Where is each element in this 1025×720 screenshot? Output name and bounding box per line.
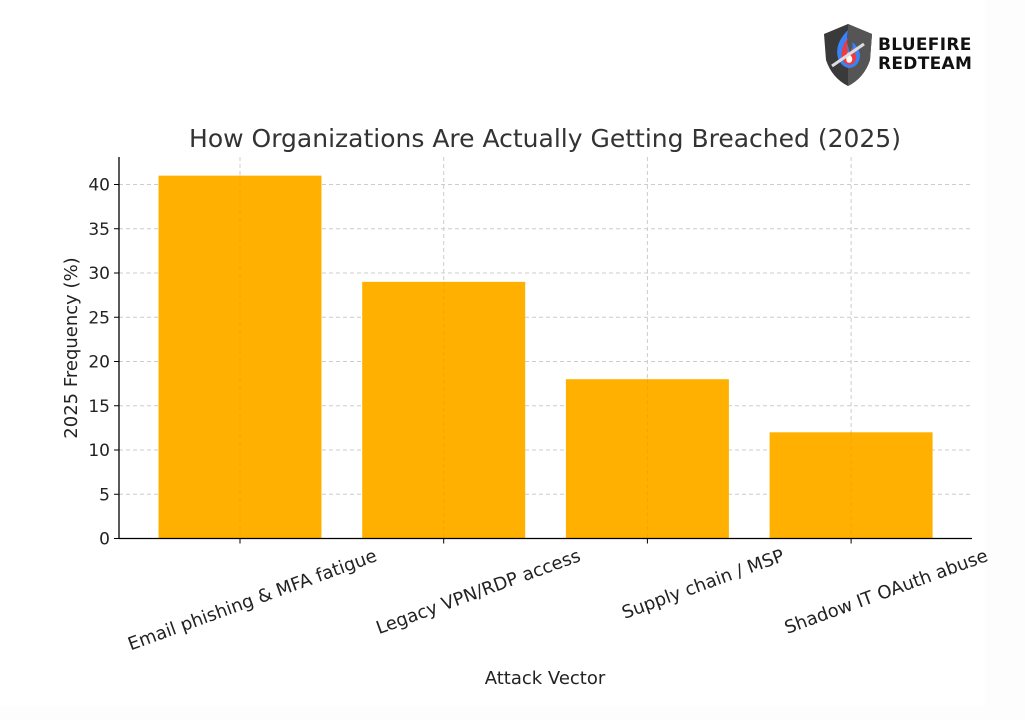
y-tick-label: 35 [88,220,110,240]
y-axis-label: 2025 Frequency (%) [61,257,82,438]
y-tick-label: 5 [99,485,110,505]
shield-flame-icon [824,24,872,86]
x-tick-label: Shadow IT OAuth abuse [782,545,991,638]
axes [118,157,972,540]
bars [158,175,933,539]
y-tick-label: 10 [88,441,110,461]
x-tick-label: Legacy VPN/RDP access [373,545,583,639]
y-tick-label: 20 [88,353,110,373]
chart-title: How Organizations Are Actually Getting B… [189,124,901,153]
brand-line-1: BLUEFIRE [878,35,972,55]
brand-logo: BLUEFIRE REDTEAM [820,20,980,90]
x-tick-label: Email phishing & MFA fatigue [125,545,380,655]
y-tick-label: 15 [88,397,110,417]
brand-name: BLUEFIRE REDTEAM [878,36,972,74]
y-tick-label: 30 [88,264,110,284]
brand-line-2: REDTEAM [878,54,973,74]
y-tick-label: 25 [88,308,110,328]
y-axis-ticks: 0 5 10 15 20 25 30 35 40 [88,176,119,550]
y-tick-label: 40 [88,176,110,196]
x-axis-label: Attack Vector [485,668,606,689]
x-tick-label: Supply chain / MSP [619,545,787,623]
y-tick-label: 0 [99,530,110,550]
